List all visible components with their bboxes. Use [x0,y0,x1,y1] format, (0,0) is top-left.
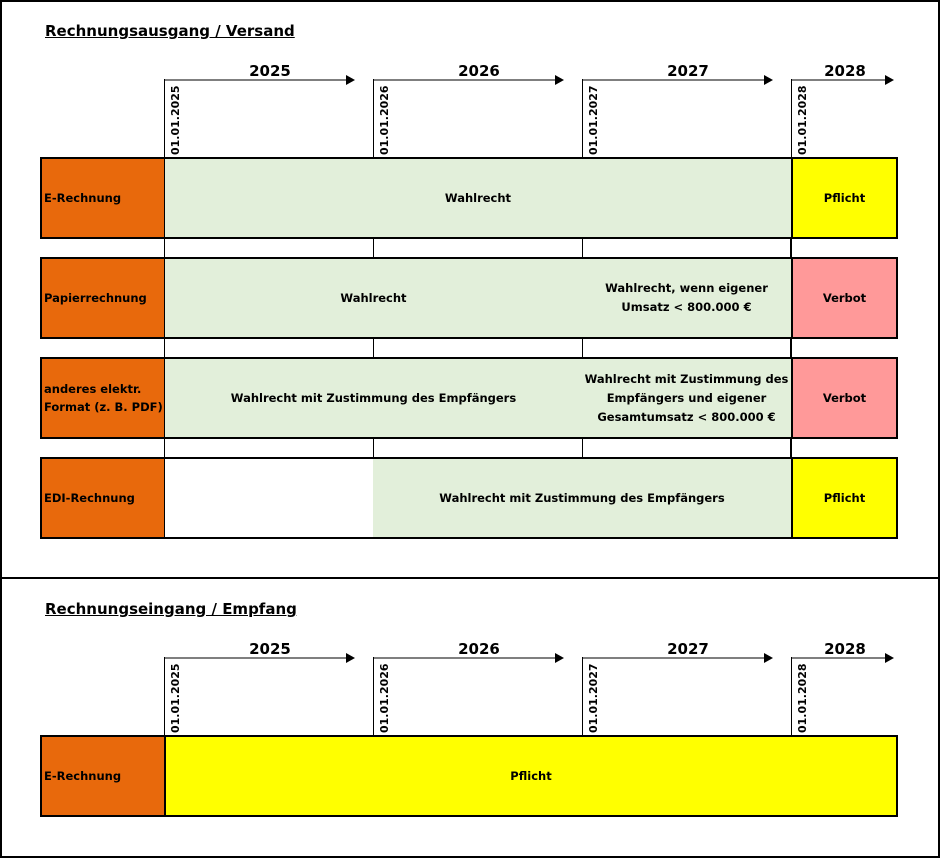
row-label-papierrechnung: Papierrechnung [40,257,166,339]
cell-wahlrecht-zustimmung: Wahlrecht mit Zustimmung des Empfängers [373,457,793,539]
cell-verbot: Verbot [791,357,898,439]
section-title-incoming: Rechnungseingang / Empfang [45,600,297,618]
tick [791,657,792,737]
year-label: 2026 [458,640,500,658]
row-label-anderes-format: anderes elektr. Format (z. B. PDF) [40,357,166,439]
year-label: 2028 [824,62,866,80]
date-label: 01.01.2025 [169,85,182,155]
section-incoming [0,577,940,858]
timeline-arrow [791,75,894,85]
date-label: 01.01.2028 [796,85,809,155]
tick [373,657,374,737]
cell-pflicht: Pflicht [791,157,898,239]
date-label: 01.01.2025 [169,663,182,733]
row-label-edi-rechnung: EDI-Rechnung [40,457,166,539]
row-label-e-rechnung-empfang: E-Rechnung [40,735,166,817]
tick [791,79,792,159]
cell-wahlrecht-umsatz: Wahlrecht, wenn eigener Umsatz < 800.000… [582,257,793,339]
timeline-arrow [164,653,355,663]
cell-wahlrecht: Wahlrecht [164,157,793,239]
tick [164,79,165,159]
timeline-arrow [582,653,773,663]
tick [373,79,374,159]
date-label: 01.01.2028 [796,663,809,733]
cell-empty [164,457,374,539]
timeline-arrow [791,653,894,663]
tick [164,657,165,737]
timeline-arrow [164,75,355,85]
date-label: 01.01.2026 [378,663,391,733]
year-label: 2027 [667,640,709,658]
cell-verbot: Verbot [791,257,898,339]
cell-pflicht: Pflicht [164,735,898,817]
year-label: 2026 [458,62,500,80]
cell-wahlrecht: Wahlrecht [164,257,583,339]
year-label: 2027 [667,62,709,80]
section-title-outgoing: Rechnungsausgang / Versand [45,22,295,40]
cell-wahlrecht-zustimmung-umsatz: Wahlrecht mit Zustimmung des Empfängers … [582,357,793,439]
tick [582,79,583,159]
grid-line [164,238,165,458]
cell-wahlrecht-zustimmung: Wahlrecht mit Zustimmung des Empfängers [164,357,583,439]
grid-line [373,238,374,458]
grid-line [582,238,583,458]
date-label: 01.01.2027 [587,663,600,733]
row-label-e-rechnung: E-Rechnung [40,157,166,239]
tick [582,657,583,737]
timeline-arrow [582,75,773,85]
timeline-arrow [373,653,564,663]
date-label: 01.01.2027 [587,85,600,155]
date-label: 01.01.2026 [378,85,391,155]
year-label: 2028 [824,640,866,658]
year-label: 2025 [249,62,291,80]
cell-pflicht: Pflicht [791,457,898,539]
year-label: 2025 [249,640,291,658]
grid-line [790,238,792,458]
timeline-arrow [373,75,564,85]
